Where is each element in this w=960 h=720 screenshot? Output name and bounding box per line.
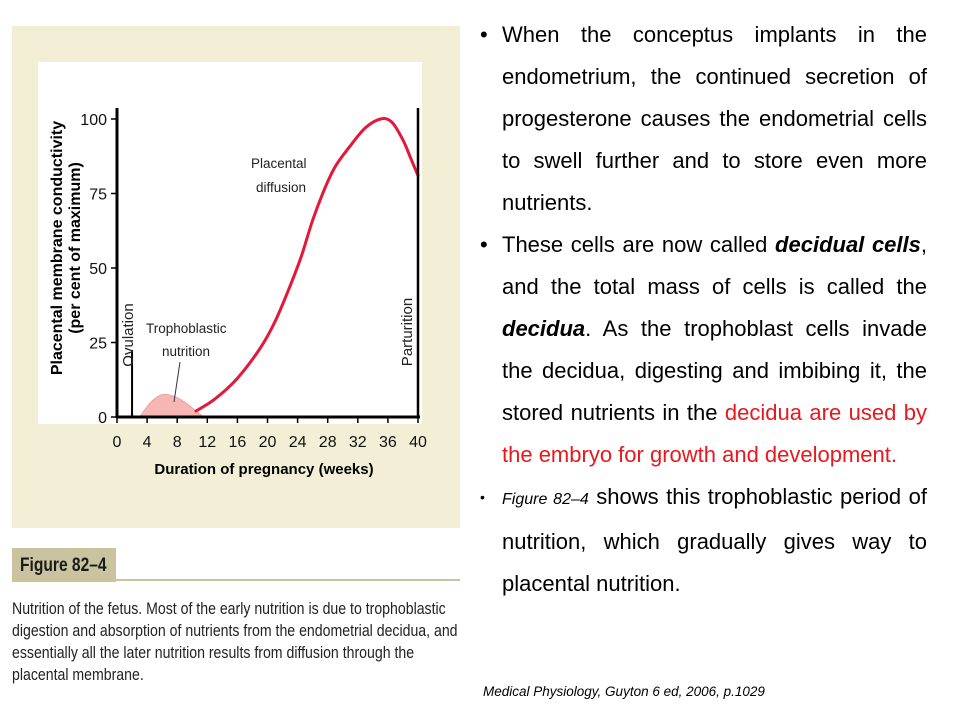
y-tick-label: 0 <box>98 410 107 427</box>
bullet-3-text: shows this trophoblastic period of nutri… <box>502 484 927 596</box>
x-tick-label: 16 <box>229 434 247 451</box>
bullet-dot: • <box>480 232 488 257</box>
tropho-annotation-line1: Trophoblastic <box>146 321 227 336</box>
bullet-1: • When the conceptus implants in the end… <box>480 14 927 224</box>
bullet-2-text-c: , and the total mass of cells is called … <box>502 232 927 299</box>
term-decidual-cells: decidual cells <box>775 232 921 257</box>
y-tick-label: 50 <box>89 261 107 278</box>
text-column: • When the conceptus implants in the end… <box>480 14 927 605</box>
ovulation-label: Ovulation <box>120 303 137 366</box>
bullet-3: • Figure 82–4 shows this trophoblastic p… <box>480 476 927 605</box>
x-tick-label: 36 <box>379 434 397 451</box>
figure-rule <box>116 579 460 581</box>
y-axis-label: Placental membrane conductivity <box>49 121 66 375</box>
figure-reference: Figure 82–4 <box>502 491 589 508</box>
x-tick-label: 28 <box>319 434 337 451</box>
bullet-2: • These cells are now called decidual ce… <box>480 224 927 476</box>
x-tick-label: 40 <box>409 434 427 451</box>
x-tick-label: 8 <box>173 434 182 451</box>
bullet-dot: • <box>480 489 485 505</box>
chart: 0 4 8 12 16 20 24 28 32 36 40 0 25 50 75 100 Placental … <box>38 62 427 478</box>
term-decidua: decidua <box>502 316 586 341</box>
x-tick-label: 12 <box>198 434 216 451</box>
x-tick-label: 4 <box>143 434 152 451</box>
x-tick-label: 20 <box>259 434 277 451</box>
y-tick-label: 75 <box>89 187 107 204</box>
citation: Medical Physiology, Guyton 6 ed, 2006, p… <box>483 684 765 699</box>
x-tick-label: 32 <box>349 434 367 451</box>
bullet-2-text-e: . As the trophoblast cells invade the de… <box>502 316 927 425</box>
y-axis-label-2: (per cent of maximum) <box>67 162 84 334</box>
bullet-1-text: When the conceptus implants in the endom… <box>502 22 927 215</box>
x-tick-label: 0 <box>113 434 122 451</box>
figure-label: Figure 82–4 <box>20 555 107 576</box>
placental-annotation-line1: Placental <box>251 156 307 171</box>
tropho-pointer <box>173 361 181 403</box>
figure-label-box <box>12 548 116 582</box>
bullet-2-text-a: These cells are now called <box>502 232 776 257</box>
x-axis-label: Duration of pregnancy (weeks) <box>154 461 373 478</box>
tropho-annotation-line2: nutrition <box>162 344 210 359</box>
bullet-dot: • <box>480 22 488 47</box>
x-tick-label: 24 <box>289 434 307 451</box>
y-tick-label: 25 <box>89 336 107 353</box>
figure-caption: Nutrition of the fetus. Most of the earl… <box>12 599 458 684</box>
plot-background <box>38 62 422 424</box>
bullet-2-highlight: decidua are used by the embryo for growt… <box>502 400 927 467</box>
series-placental-diffusion <box>194 117 420 413</box>
parturition-label: Parturition <box>399 298 416 366</box>
y-tick-label: 100 <box>80 112 107 129</box>
placental-annotation-line2: diffusion <box>256 180 306 195</box>
